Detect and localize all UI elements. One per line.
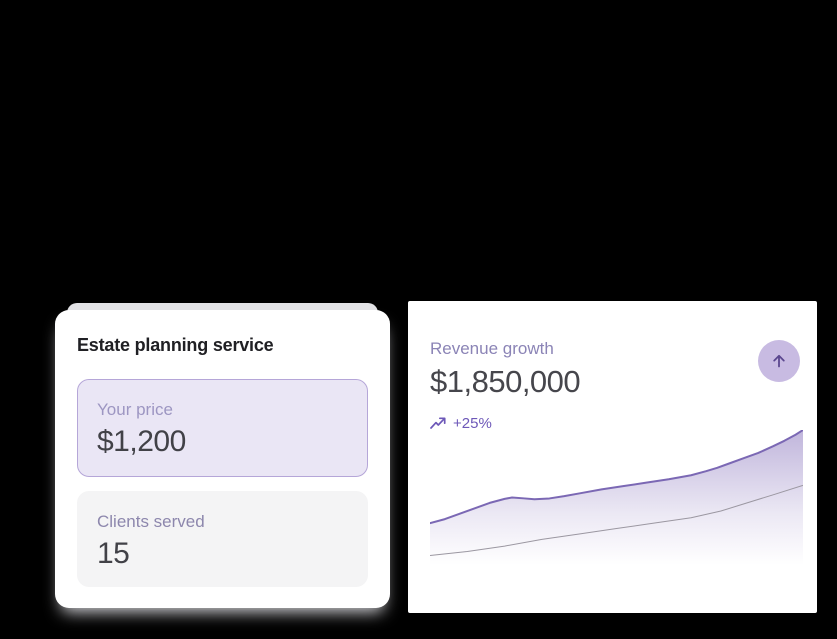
revenue-line <box>430 430 803 523</box>
revenue-card: Revenue growth $1,850,000 +25% <box>408 301 817 613</box>
revenue-trend-row: +25% <box>430 415 580 432</box>
service-card-title: Estate planning service <box>77 335 274 355</box>
arrow-up-icon <box>769 351 789 371</box>
open-details-button[interactable] <box>758 340 800 382</box>
revenue-area-fill <box>430 430 803 565</box>
revenue-chart-svg <box>430 430 803 565</box>
clients-value: 15 <box>97 536 130 570</box>
price-label: Your price <box>97 399 173 419</box>
clients-stat-box: Clients served 15 <box>77 490 368 587</box>
revenue-title: Revenue growth <box>430 339 554 358</box>
revenue-chart <box>430 430 803 565</box>
revenue-value: $1,850,000 <box>430 364 581 400</box>
trending-up-icon <box>430 417 446 430</box>
service-card-group: Estate planning service Your price $1,20… <box>55 303 390 608</box>
price-value: $1,200 <box>97 424 186 458</box>
revenue-card-header: Revenue growth $1,850,000 +25% <box>430 338 581 432</box>
baseline-line <box>430 485 803 555</box>
revenue-trend-text: +25% <box>453 415 492 433</box>
service-card: Estate planning service Your price $1,20… <box>55 310 390 608</box>
clients-label: Clients served <box>97 511 205 531</box>
price-stat-box: Your price $1,200 <box>77 378 368 477</box>
